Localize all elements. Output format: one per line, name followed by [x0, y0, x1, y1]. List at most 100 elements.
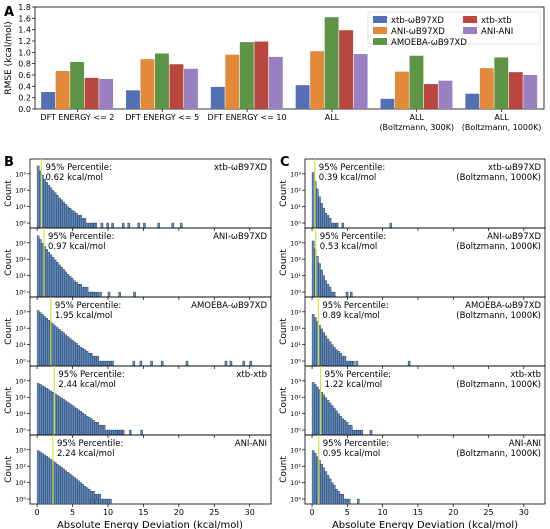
hist-bar [62, 399, 65, 436]
hist-bar [98, 493, 102, 505]
hist-bar [87, 353, 91, 367]
hist-bar [39, 312, 42, 367]
x-tick-label: DFT ENERGY <= 10 [208, 113, 287, 122]
bar [324, 17, 339, 110]
hist-bar [66, 472, 70, 505]
hist-bar [330, 344, 334, 367]
x-tick-label: 15 [138, 508, 148, 517]
x-tick-label: 5 [70, 508, 75, 517]
hist-bar [347, 360, 351, 367]
hist-bar [140, 429, 143, 436]
hist-bar [311, 172, 315, 229]
legend-box [367, 11, 541, 45]
hist-bar [341, 355, 344, 367]
subplot-method-label: xtb-ωB97XD [488, 163, 541, 173]
hist-bar [90, 498, 94, 505]
hist-bar [70, 339, 74, 367]
hist-bar [47, 185, 51, 229]
y-axis-label: Count [4, 387, 14, 414]
hist-bar [62, 201, 65, 229]
hist-bar [77, 284, 80, 298]
hist-bar [49, 254, 53, 298]
hist-bar [68, 473, 72, 505]
legend-entry: xtb-ωB97XD [391, 16, 444, 26]
hist-bar [100, 360, 104, 367]
hist-bar [43, 316, 46, 367]
hist-bar [43, 386, 46, 436]
y-tick-label: 0.6 [18, 71, 31, 80]
hist-bar [85, 286, 89, 298]
bar [99, 78, 114, 109]
panel-label-a: A [4, 5, 14, 20]
x-tick-label: 30 [245, 508, 255, 517]
y-tick-label: 10¹ [290, 272, 301, 280]
subplot-frame [29, 434, 272, 505]
hist-bar [341, 418, 344, 436]
hist-bar [66, 274, 70, 298]
hist-bar [354, 429, 357, 436]
hist-bar [322, 208, 325, 229]
legend-entry: xtb-xtb [481, 16, 512, 26]
y-tick-label: 10³ [290, 446, 301, 454]
y-tick-label: 10¹ [290, 203, 301, 211]
percentile-label: 95% Percentile: [323, 439, 389, 449]
y-axis-label: Count [279, 318, 289, 345]
percentile-value: 2.24 kcal/mol [57, 449, 115, 459]
bar [438, 80, 453, 109]
hist-bar [109, 498, 112, 505]
hist-bar [51, 257, 55, 298]
bar [523, 75, 538, 109]
hist-bar [355, 360, 359, 367]
hist-bar [335, 222, 339, 229]
hist-bar [79, 347, 82, 367]
hist-bar [180, 222, 183, 229]
hist-bar [326, 284, 330, 298]
hist-bar [320, 463, 323, 505]
hist-bar [111, 429, 114, 436]
hist-bar [318, 263, 321, 298]
hist-bar [70, 475, 74, 505]
y-tick-label: 1.0 [18, 48, 31, 57]
hist-bar [68, 338, 72, 367]
y-axis-label: Count [4, 318, 14, 345]
percentile-label: 95% Percentile: [48, 232, 114, 242]
hist-bar [333, 291, 336, 298]
hist-bar [83, 486, 87, 505]
x-tick-label: ALL [325, 113, 340, 122]
hist-bar [58, 465, 61, 505]
hist-bar [49, 459, 53, 505]
hist-bar [314, 317, 317, 367]
subplot-condition-label: (Boltzmann, 1000K) [456, 449, 541, 459]
y-tick-label: 10² [15, 187, 26, 195]
hist-bar [41, 242, 44, 298]
hist-bar [326, 400, 330, 436]
hist-bar [83, 286, 87, 298]
hist-bar [58, 197, 61, 229]
y-axis-label: Count [279, 180, 289, 207]
hist-bar [39, 384, 42, 436]
x-tick-label: ALL [410, 113, 425, 122]
hist-bar [318, 196, 321, 229]
hist-bar [51, 392, 55, 436]
y-tick-label: 10¹ [15, 272, 26, 280]
hist-bar [100, 498, 104, 505]
subplot-method-label: AMOEBA-ωB97XD [191, 301, 267, 311]
hist-bar [90, 222, 93, 229]
hist-bar [311, 382, 315, 436]
bar [310, 51, 325, 109]
hist-bar [185, 360, 189, 367]
hist-bar [62, 332, 65, 367]
hist-bar [56, 327, 59, 367]
x-tick-label: (Boltzmann, 300K) [379, 123, 454, 132]
legend-swatch [463, 16, 477, 23]
hist-bar [249, 360, 253, 367]
y-tick-label: 10² [290, 187, 301, 195]
hist-bar [83, 414, 87, 436]
x-axis-label: Absolute Energy Deviation (kcal/mol) [332, 520, 518, 529]
bar [295, 85, 310, 109]
percentile-label: 95% Percentile: [319, 163, 385, 173]
hist-bar [64, 400, 68, 436]
hist-bar [73, 280, 76, 298]
y-tick-label: 1.4 [18, 26, 31, 35]
bar [239, 42, 254, 110]
